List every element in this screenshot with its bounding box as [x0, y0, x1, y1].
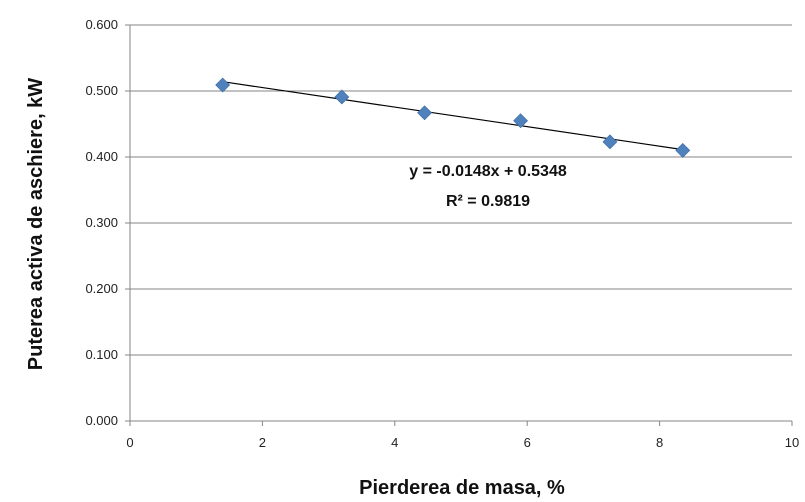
- gridlines: [130, 24, 792, 356]
- data-point: [334, 89, 350, 105]
- y-tick-label: 0.100: [85, 347, 118, 362]
- x-tick-label: 6: [524, 435, 531, 450]
- y-axis-title: Puterea activa de aschiere, kW: [25, 78, 47, 370]
- y-tick-label: 0.300: [85, 215, 118, 230]
- data-point: [602, 134, 618, 150]
- data-point: [215, 77, 231, 93]
- data-points: [215, 77, 691, 158]
- x-tick-label: 0: [126, 435, 133, 450]
- y-tick-label: 0.400: [85, 149, 118, 164]
- data-point: [675, 142, 691, 158]
- y-tick-label: 0.500: [85, 83, 118, 98]
- y-tick-label: 0.200: [85, 281, 118, 296]
- x-tick-label: 2: [259, 435, 266, 450]
- tick-labels: 0.000 0.100 0.200 0.300 0.400 0.500 0.600 0 2 4 6 8…: [85, 17, 799, 450]
- x-axis-title: Pierderea de masa, %: [359, 477, 565, 499]
- x-tick-label: 4: [391, 435, 398, 450]
- r-squared-label: R² = 0.9819: [446, 193, 530, 210]
- data-point: [513, 113, 529, 129]
- x-tick-label: 10: [785, 435, 799, 450]
- data-point: [417, 105, 433, 121]
- y-tick-label: 0.000: [85, 413, 118, 428]
- x-tick-label: 8: [656, 435, 663, 450]
- trendline-equation: y = -0.0148x + 0.5348: [409, 163, 567, 180]
- y-tick-label: 0.600: [85, 17, 118, 32]
- axes: [125, 24, 793, 426]
